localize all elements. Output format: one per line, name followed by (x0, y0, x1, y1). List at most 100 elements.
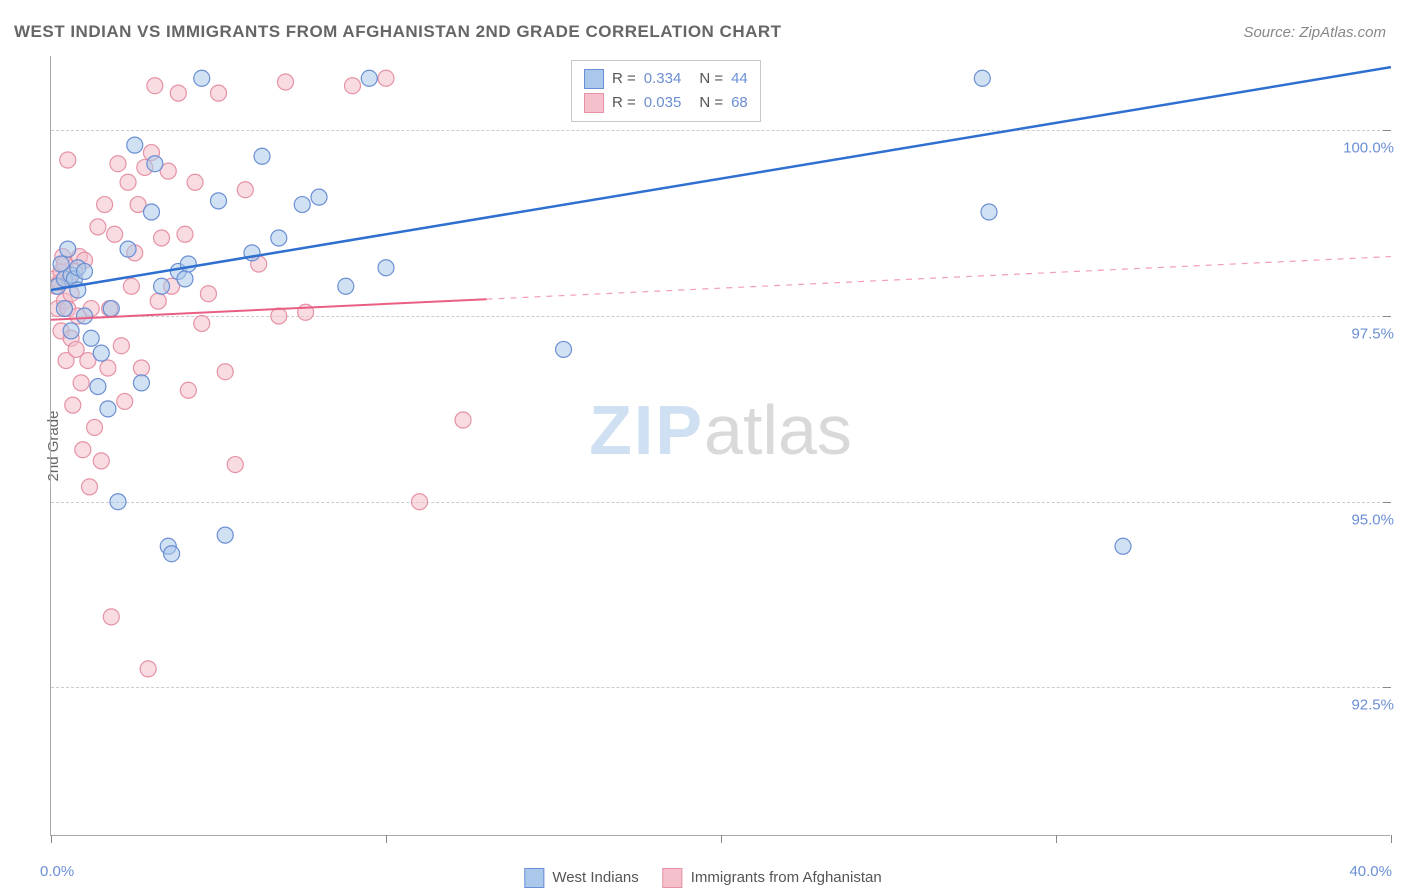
y-tick-label: 95.0% (1351, 511, 1394, 528)
legend-r-label: R = (612, 67, 636, 91)
scatter-point-west_indians (127, 137, 143, 153)
scatter-point-immigrants_afghanistan (154, 230, 170, 246)
legend-n-label: N = (699, 91, 723, 115)
scatter-point-immigrants_afghanistan (180, 382, 196, 398)
stats-legend-row-west_indians: R = 0.334 N = 44 (584, 67, 748, 91)
scatter-point-west_indians (974, 70, 990, 86)
scatter-point-immigrants_afghanistan (455, 412, 471, 428)
scatter-point-immigrants_afghanistan (271, 308, 287, 324)
scatter-point-immigrants_afghanistan (93, 453, 109, 469)
scatter-point-west_indians (120, 241, 136, 257)
x-axis-max-label: 40.0% (1349, 863, 1392, 880)
scatter-point-immigrants_afghanistan (150, 293, 166, 309)
scatter-point-immigrants_afghanistan (211, 85, 227, 101)
scatter-point-immigrants_afghanistan (97, 197, 113, 213)
x-axis-min-label: 0.0% (40, 863, 74, 880)
scatter-point-west_indians (294, 197, 310, 213)
y-tick-label: 97.5% (1351, 326, 1394, 343)
legend-series-name: West Indians (552, 866, 638, 890)
series-legend: West Indians Immigrants from Afghanistan (524, 866, 881, 890)
scatter-point-immigrants_afghanistan (133, 360, 149, 376)
scatter-point-west_indians (211, 193, 227, 209)
scatter-point-west_indians (378, 260, 394, 276)
stats-legend: R = 0.334 N = 44R = 0.035 N = 68 (571, 60, 761, 122)
scatter-chart-svg (51, 56, 1391, 836)
scatter-point-immigrants_afghanistan (90, 219, 106, 235)
scatter-point-west_indians (177, 271, 193, 287)
chart-title: WEST INDIAN VS IMMIGRANTS FROM AFGHANIST… (14, 22, 782, 42)
scatter-point-west_indians (77, 263, 93, 279)
scatter-point-west_indians (93, 345, 109, 361)
scatter-point-immigrants_afghanistan (110, 156, 126, 172)
scatter-point-immigrants_afghanistan (278, 74, 294, 90)
bottom-legend-item-immigrants_afghanistan: Immigrants from Afghanistan (663, 866, 882, 890)
scatter-point-immigrants_afghanistan (103, 609, 119, 625)
scatter-point-west_indians (60, 241, 76, 257)
source-attribution: Source: ZipAtlas.com (1243, 24, 1386, 41)
x-tick (721, 835, 722, 843)
scatter-point-immigrants_afghanistan (140, 661, 156, 677)
scatter-point-immigrants_afghanistan (120, 174, 136, 190)
x-tick (386, 835, 387, 843)
x-tick (1391, 835, 1392, 843)
scatter-point-immigrants_afghanistan (412, 494, 428, 510)
scatter-point-west_indians (180, 256, 196, 272)
legend-r-value: 0.035 (644, 91, 682, 115)
scatter-point-immigrants_afghanistan (60, 152, 76, 168)
bottom-legend-item-west_indians: West Indians (524, 866, 638, 890)
scatter-point-west_indians (133, 375, 149, 391)
scatter-point-immigrants_afghanistan (170, 85, 186, 101)
scatter-point-immigrants_afghanistan (100, 360, 116, 376)
y-tick-label: 100.0% (1343, 140, 1394, 157)
legend-r-value: 0.334 (644, 67, 682, 91)
trend-line-extrapolated-immigrants_afghanistan (487, 257, 1392, 300)
scatter-point-immigrants_afghanistan (107, 226, 123, 242)
scatter-point-immigrants_afghanistan (200, 286, 216, 302)
scatter-point-immigrants_afghanistan (123, 278, 139, 294)
legend-n-label: N = (699, 67, 723, 91)
scatter-point-west_indians (254, 148, 270, 164)
scatter-point-immigrants_afghanistan (87, 419, 103, 435)
scatter-point-west_indians (56, 301, 72, 317)
scatter-point-west_indians (103, 301, 119, 317)
scatter-point-immigrants_afghanistan (113, 338, 129, 354)
scatter-point-immigrants_afghanistan (227, 457, 243, 473)
scatter-point-west_indians (90, 379, 106, 395)
scatter-point-immigrants_afghanistan (378, 70, 394, 86)
scatter-point-west_indians (63, 323, 79, 339)
y-tick-label: 92.5% (1351, 697, 1394, 714)
scatter-point-immigrants_afghanistan (73, 375, 89, 391)
scatter-point-immigrants_afghanistan (217, 364, 233, 380)
x-tick (1056, 835, 1057, 843)
legend-swatch (584, 69, 604, 89)
scatter-point-west_indians (361, 70, 377, 86)
scatter-point-west_indians (338, 278, 354, 294)
scatter-point-west_indians (271, 230, 287, 246)
scatter-point-west_indians (147, 156, 163, 172)
scatter-point-west_indians (77, 308, 93, 324)
scatter-point-immigrants_afghanistan (82, 479, 98, 495)
legend-series-name: Immigrants from Afghanistan (691, 866, 882, 890)
scatter-point-west_indians (194, 70, 210, 86)
x-tick (51, 835, 52, 843)
scatter-point-west_indians (83, 330, 99, 346)
legend-swatch (663, 868, 683, 888)
legend-swatch (584, 93, 604, 113)
scatter-point-west_indians (154, 278, 170, 294)
scatter-point-immigrants_afghanistan (147, 78, 163, 94)
scatter-point-west_indians (1115, 538, 1131, 554)
stats-legend-row-immigrants_afghanistan: R = 0.035N = 68 (584, 91, 748, 115)
scatter-point-west_indians (110, 494, 126, 510)
scatter-point-west_indians (164, 546, 180, 562)
legend-n-value: 44 (731, 67, 748, 91)
scatter-point-west_indians (100, 401, 116, 417)
scatter-point-immigrants_afghanistan (177, 226, 193, 242)
legend-swatch (524, 868, 544, 888)
scatter-point-immigrants_afghanistan (345, 78, 361, 94)
legend-n-value: 68 (731, 91, 748, 115)
scatter-point-west_indians (144, 204, 160, 220)
plot-area: ZIPatlas R = 0.334N = 44R = 0.035N = 68 (50, 56, 1390, 836)
scatter-point-immigrants_afghanistan (194, 315, 210, 331)
scatter-point-immigrants_afghanistan (187, 174, 203, 190)
scatter-point-west_indians (217, 527, 233, 543)
